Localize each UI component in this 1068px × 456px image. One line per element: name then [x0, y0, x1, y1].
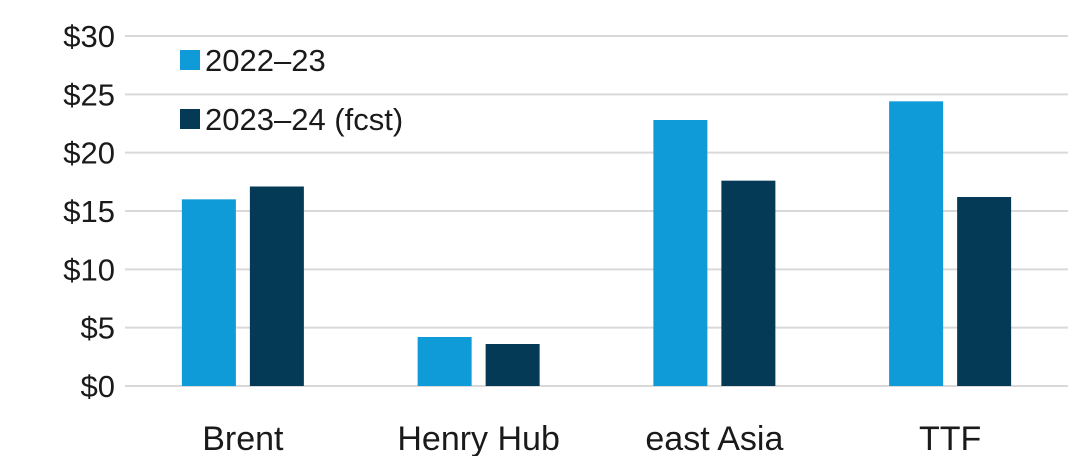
bar: [653, 120, 708, 386]
y-tick-label: $15: [63, 194, 115, 229]
y-axis-ticks: $0 $5 $10 $15 $20 $25 $30: [63, 19, 115, 404]
x-axis-categories: Brent Henry Hub east Asia TTF: [202, 420, 981, 456]
bar: [957, 197, 1012, 386]
y-tick-label: $5: [81, 311, 115, 346]
x-category-label: Brent: [202, 420, 284, 456]
legend-swatch-2023-24-fcst: [180, 109, 200, 129]
legend: 2022–23 2023–24 (fcst): [180, 43, 403, 137]
bar: [889, 101, 944, 386]
legend-label-2022-23: 2022–23: [205, 43, 326, 78]
y-tick-label: $30: [63, 19, 115, 54]
x-category-label: east Asia: [645, 420, 783, 456]
bar: [417, 337, 472, 386]
bar: [181, 199, 236, 386]
y-tick-label: $20: [63, 136, 115, 171]
bars: [181, 101, 1012, 386]
y-tick-label: $10: [63, 252, 115, 287]
bar: [249, 186, 304, 386]
bar: [485, 344, 540, 386]
legend-swatch-2022-23: [180, 50, 200, 70]
legend-label-2023-24-fcst: 2023–24 (fcst): [205, 102, 403, 137]
x-category-label: Henry Hub: [397, 420, 560, 456]
y-tick-label: $25: [63, 77, 115, 112]
x-category-label: TTF: [919, 420, 981, 456]
bar: [721, 180, 776, 386]
y-tick-label: $0: [81, 369, 115, 404]
